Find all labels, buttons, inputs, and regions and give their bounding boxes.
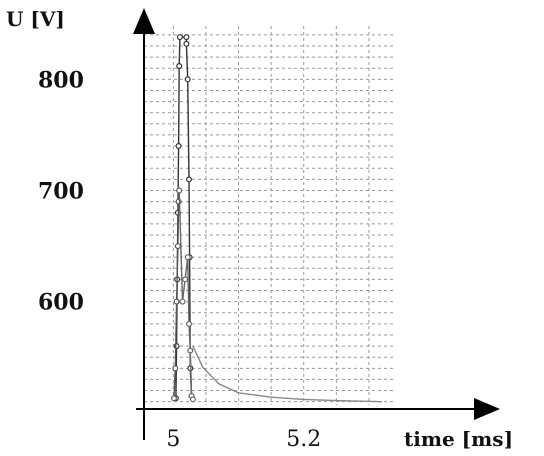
data-point — [175, 143, 182, 150]
x-tick-label: 5.2 — [286, 427, 321, 452]
data-point — [187, 347, 194, 354]
y-axis-arrow — [133, 8, 155, 34]
data-point — [173, 343, 180, 350]
data-point — [172, 365, 179, 372]
gridlines — [144, 26, 395, 405]
y-axis-label: U [V] — [6, 7, 65, 31]
axis-labels: U [V] time [ms] 800 700 600 5 5.2 — [6, 7, 513, 452]
data-point — [179, 298, 186, 305]
series-line — [178, 190, 194, 400]
x-axis-arrow — [474, 398, 500, 420]
data-point — [176, 187, 183, 194]
data-point — [183, 40, 190, 47]
y-tick-label: 800 — [38, 67, 84, 93]
data-point — [182, 276, 189, 283]
x-axis-label: time [ms] — [404, 427, 513, 451]
data-point — [171, 395, 178, 402]
y-tick-label: 700 — [38, 178, 84, 204]
axes — [133, 8, 500, 440]
data-point — [176, 62, 183, 69]
data-point — [173, 298, 180, 305]
data-series — [171, 34, 383, 403]
x-tick-label: 5 — [166, 427, 180, 452]
data-point — [189, 396, 196, 403]
data-point — [174, 243, 181, 250]
data-point — [186, 320, 193, 327]
series-line — [192, 345, 383, 403]
data-point — [184, 254, 191, 261]
data-point — [184, 76, 191, 83]
data-point — [183, 34, 190, 41]
data-point — [176, 34, 183, 41]
y-tick-label: 600 — [38, 290, 84, 316]
data-point — [175, 198, 182, 205]
data-point — [186, 176, 193, 183]
